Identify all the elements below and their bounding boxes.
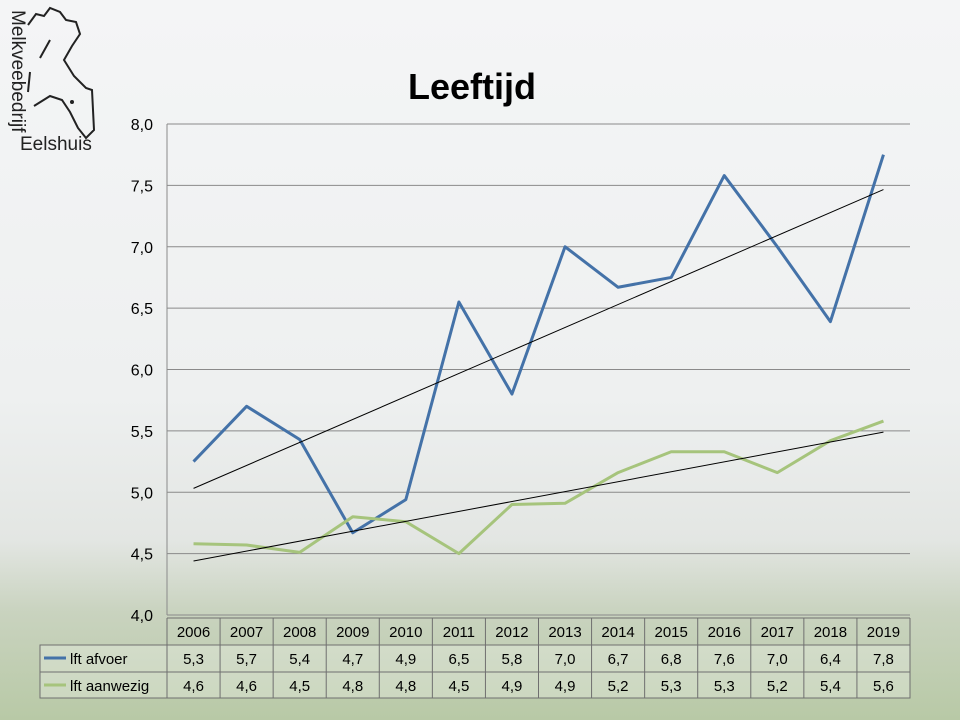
logo-place: Eelshuis	[20, 134, 92, 155]
chart-title: Leeftijd	[407, 66, 536, 107]
y-tick-label: 4,5	[131, 547, 153, 564]
x-category-label: 2010	[389, 624, 422, 641]
x-category-label: 2009	[336, 624, 369, 641]
table-cell: 4,5	[289, 678, 310, 695]
series-line-aanwezig	[193, 419, 884, 556]
table-cell: 4,6	[236, 678, 257, 695]
x-category-label: 2018	[814, 624, 847, 641]
logo: Melkveebedrijf Eelshuis	[0, 0, 110, 160]
cow-logo-icon	[27, 6, 96, 140]
table-cell: 4,8	[395, 678, 416, 695]
trendline	[193, 189, 884, 489]
x-category-label: 2011	[443, 624, 475, 641]
trendline	[193, 431, 884, 562]
table-cell: 4,6	[183, 678, 204, 695]
x-category-label: 2014	[601, 624, 634, 641]
logo-name: Melkveebedrijf	[7, 10, 28, 133]
table-cell: 4,8	[342, 678, 363, 695]
table-cell: 5,4	[820, 678, 841, 695]
x-category-label: 2019	[867, 624, 900, 641]
table-cell: 5,3	[661, 678, 682, 695]
x-category-label: 2015	[654, 624, 687, 641]
x-category-label: 2013	[548, 624, 581, 641]
table-cell: 5,3	[714, 678, 735, 695]
table-cell: 7,6	[714, 651, 735, 668]
table-cell: 4,9	[395, 651, 416, 668]
table-cell: 5,3	[183, 651, 204, 668]
table-cell: 4,9	[555, 678, 576, 695]
table-cell: 6,5	[448, 651, 469, 668]
table-cell: 7,0	[555, 651, 576, 668]
table-cell: 6,8	[661, 651, 682, 668]
x-category-label: 2006	[177, 624, 210, 641]
y-tick-label: 7,5	[131, 178, 153, 195]
y-tick-label: 6,5	[131, 301, 153, 318]
table-cell: 5,8	[502, 651, 523, 668]
x-category-label: 2008	[283, 624, 316, 641]
table-cell: 5,2	[608, 678, 629, 695]
y-tick-label: 6,0	[131, 363, 153, 380]
table-cell: 6,7	[608, 651, 629, 668]
table-cell: 5,7	[236, 651, 257, 668]
table-cell: 5,6	[873, 678, 894, 695]
x-category-label: 2007	[230, 624, 263, 641]
legend-label: lft aanwezig	[70, 678, 149, 695]
table-cell: 5,4	[289, 651, 310, 668]
series-line-afvoer	[192, 154, 885, 535]
y-tick-label: 5,0	[131, 485, 153, 502]
x-category-label: 2012	[495, 624, 528, 641]
table-cell: 4,7	[342, 651, 363, 668]
y-tick-label: 7,0	[131, 240, 153, 257]
x-category-label: 2016	[708, 624, 741, 641]
table-cell: 7,8	[873, 651, 894, 668]
table-cell: 7,0	[767, 651, 788, 668]
y-tick-label: 5,5	[131, 424, 153, 441]
table-cell: 5,2	[767, 678, 788, 695]
table-cell: 4,5	[448, 678, 469, 695]
legend-label: lft afvoer	[70, 651, 128, 668]
y-tick-label: 8,0	[131, 117, 153, 134]
x-category-label: 2017	[761, 624, 794, 641]
y-tick-label: 4,0	[131, 608, 153, 625]
table-cell: 6,4	[820, 651, 841, 668]
table-cell: 4,9	[502, 678, 523, 695]
